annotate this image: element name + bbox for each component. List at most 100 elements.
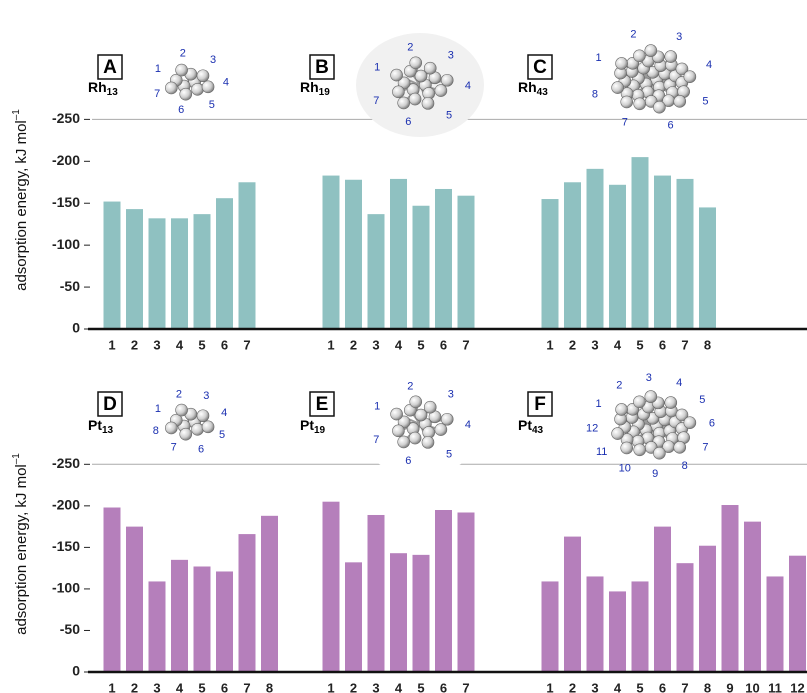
x-tick-label: 6: [221, 680, 228, 693]
site-label: 4: [676, 377, 682, 389]
y-tick-label: -100: [52, 236, 80, 252]
bar: [345, 180, 362, 329]
bar: [323, 176, 340, 329]
bar: [216, 198, 233, 329]
x-tick-label: 7: [462, 337, 469, 352]
panel-letter: C: [533, 57, 547, 78]
atom: [409, 432, 421, 444]
cluster-size: 19: [314, 425, 326, 436]
x-tick-label: 3: [372, 337, 379, 352]
site-label: 5: [446, 109, 452, 121]
cluster-size: 19: [319, 87, 331, 98]
bar: [171, 218, 188, 329]
bar: [609, 185, 626, 329]
atom: [435, 424, 447, 436]
x-tick-label: 11: [768, 680, 782, 693]
x-tick-label: 5: [636, 337, 643, 352]
atom: [391, 69, 403, 81]
y-axis-label-text: adsorption energy, kJ mol: [13, 120, 30, 291]
bar: [587, 169, 604, 329]
atom: [665, 51, 677, 63]
bar: [632, 157, 649, 329]
atom: [197, 70, 209, 82]
x-tick-label: 2: [569, 680, 576, 693]
site-label: 7: [373, 95, 379, 107]
bar: [632, 581, 649, 672]
panel-letter: A: [103, 57, 117, 78]
atom: [645, 45, 657, 57]
bar: [435, 510, 452, 672]
atom: [409, 93, 421, 105]
bar: [722, 505, 739, 672]
cluster-element: Pt: [300, 417, 314, 433]
x-tick-label: 1: [546, 337, 553, 352]
atom: [616, 403, 628, 415]
atom: [616, 57, 628, 69]
bar: [345, 562, 362, 672]
x-tick-label: 6: [440, 337, 447, 352]
x-tick-label: 1: [108, 680, 115, 693]
bar: [564, 182, 581, 329]
site-label: 1: [155, 403, 161, 415]
site-label: 3: [646, 372, 652, 384]
atom: [621, 96, 633, 108]
site-label: 4: [221, 407, 227, 419]
y-axis-label-sup: –1: [11, 453, 22, 465]
x-tick-label: 7: [462, 680, 469, 693]
site-label: 8: [592, 89, 598, 101]
atom: [392, 425, 404, 437]
atom: [392, 86, 404, 98]
cluster-size: 43: [537, 87, 549, 98]
bar: [699, 546, 716, 672]
atom: [398, 436, 410, 448]
bar: [239, 534, 256, 672]
site-label: 2: [616, 380, 622, 392]
x-tick-label: 9: [726, 680, 733, 693]
atom: [645, 391, 657, 403]
site-label: 1: [374, 400, 380, 412]
site-label: 7: [702, 442, 708, 454]
bar: [126, 209, 143, 329]
site-label: 4: [465, 80, 471, 92]
x-tick-label: 4: [176, 337, 184, 352]
atom: [665, 397, 677, 409]
atom: [424, 62, 436, 74]
site-label: 6: [667, 120, 673, 132]
cluster-element: Rh: [88, 79, 107, 95]
bar: [126, 527, 143, 672]
atom: [180, 428, 192, 440]
site-label: 6: [198, 443, 204, 455]
site-label: 5: [209, 99, 215, 111]
site-label: 5: [699, 394, 705, 406]
atom: [653, 447, 665, 459]
site-label: 1: [595, 398, 601, 410]
site-label: 4: [706, 59, 712, 71]
bar: [104, 508, 121, 672]
y-tick-label: -200: [52, 497, 80, 513]
atom: [176, 64, 188, 76]
x-tick-label: 3: [591, 337, 598, 352]
y-tick-label: -50: [60, 621, 80, 637]
site-label: 7: [171, 442, 177, 454]
bar: [789, 556, 806, 672]
x-tick-label: 3: [153, 680, 160, 693]
cluster-name: Pt43: [518, 417, 544, 436]
bar: [587, 576, 604, 672]
atom: [674, 95, 686, 107]
y-tick-label: -150: [52, 194, 80, 210]
x-tick-label: 5: [636, 680, 643, 693]
site-label: 9: [652, 468, 658, 480]
x-tick-label: 2: [131, 337, 138, 352]
y-axis-label: adsorption energy, kJ mol–1: [11, 453, 30, 635]
bar: [413, 555, 430, 672]
x-tick-label: 1: [327, 337, 334, 352]
bar: [677, 179, 694, 329]
site-label: 6: [709, 417, 715, 429]
y-tick-label: -250: [52, 110, 80, 126]
x-tick-label: 3: [372, 680, 379, 693]
x-tick-label: 6: [440, 680, 447, 693]
site-label: 5: [446, 448, 452, 460]
bar: [261, 516, 278, 672]
site-label: 2: [630, 28, 636, 40]
bar: [216, 571, 233, 672]
